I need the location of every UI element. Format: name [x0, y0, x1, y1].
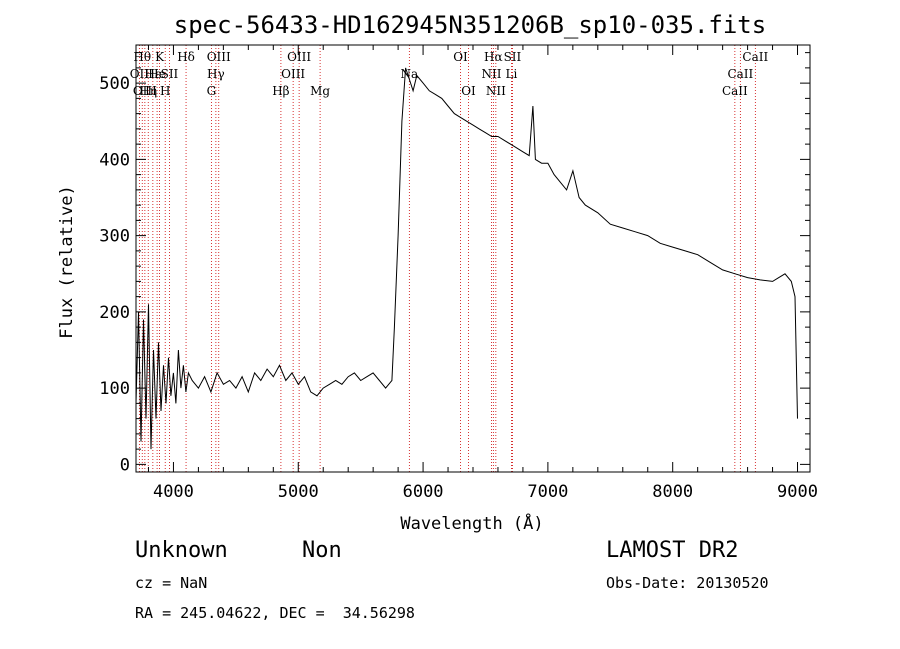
line-marker-label: Hγ [207, 67, 225, 81]
line-marker-label: He [148, 67, 166, 81]
line-marker-label: OIII [281, 67, 305, 81]
x-axis-ticks: 4000 5000 6000 7000 8000 9000 [147, 45, 818, 502]
line-markers [138, 45, 756, 472]
line-marker-label: Li [506, 67, 518, 81]
object-class: Unknown [135, 538, 228, 563]
x-tick-label: 8000 [652, 482, 693, 502]
line-marker-label: OI [453, 50, 468, 64]
y-axis-ticks: 0 100 200 300 400 500 [99, 52, 810, 475]
line-marker-label: OIII [133, 84, 157, 98]
line-marker-label: CaII [727, 67, 753, 81]
line-marker-labels: OIIHθOIIIHηHεHeKHSIIHδGHγOIIIHβOIIIOIIIM… [130, 50, 769, 98]
line-marker-label: CaII [742, 50, 768, 64]
line-marker-label: NII [486, 84, 506, 98]
line-marker-label: Hε [145, 67, 162, 81]
line-marker-label: Hη [139, 84, 157, 98]
x-tick-label: 6000 [403, 482, 444, 502]
x-tick-label: 5000 [278, 482, 319, 502]
x-tick-label: 9000 [777, 482, 818, 502]
y-tick-label: 0 [120, 455, 130, 475]
line-marker-label: Hδ [177, 50, 195, 64]
line-marker-label: Hθ [133, 50, 151, 64]
line-marker-label: Hα [484, 50, 503, 64]
obs-date: Obs-Date: 20130520 [606, 574, 769, 592]
y-tick-label: 400 [99, 150, 130, 170]
line-marker-label: H [160, 84, 170, 98]
line-marker-label: OIII [207, 50, 231, 64]
line-marker-label: K [155, 50, 165, 64]
line-marker-label: NII [481, 67, 501, 81]
x-axis-label: Wavelength (Å) [400, 512, 543, 534]
plot-frame [135, 44, 811, 473]
line-marker-label: OI [461, 84, 476, 98]
survey-name: LAMOST DR2 [606, 538, 739, 563]
y-tick-label: 100 [99, 379, 130, 399]
object-subclass: Non [302, 538, 342, 563]
line-marker-label: Hβ [272, 84, 289, 98]
redshift-cz: cz = NaN [135, 574, 208, 592]
y-tick-label: 500 [99, 74, 130, 94]
line-marker-label: CaII [722, 84, 748, 98]
y-tick-label: 300 [99, 227, 130, 247]
coordinates: RA = 245.04622, DEC = 34.56298 [135, 604, 415, 622]
spectrum-line [135, 67, 798, 450]
chart-title: spec-56433-HD162945N351206B_sp10-035.fit… [174, 11, 766, 39]
line-marker-label: Mg [310, 84, 330, 98]
x-tick-label: 7000 [527, 482, 568, 502]
line-marker-label: OII [130, 67, 150, 81]
line-marker-label: SII [161, 67, 179, 81]
line-marker-label: G [207, 84, 217, 98]
y-tick-label: 200 [99, 303, 130, 323]
line-marker-label: SII [504, 50, 522, 64]
y-axis-label: Flux (relative) [57, 185, 77, 339]
line-marker-label: OIII [287, 50, 311, 64]
x-tick-label: 4000 [153, 482, 194, 502]
